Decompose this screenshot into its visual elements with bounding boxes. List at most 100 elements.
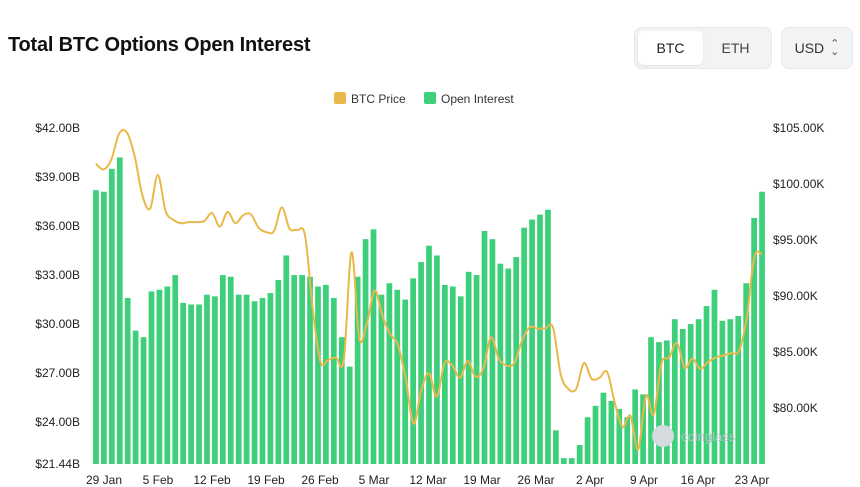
open-interest-bar[interactable] bbox=[553, 430, 559, 464]
right-axis-tick-label: $100.00K bbox=[773, 177, 824, 191]
open-interest-bar[interactable] bbox=[291, 275, 298, 464]
open-interest-bar[interactable] bbox=[330, 297, 337, 464]
asset-btc-button[interactable]: BTC bbox=[638, 31, 703, 65]
open-interest-bar[interactable] bbox=[354, 276, 361, 464]
x-axis-tick-label: 19 Feb bbox=[247, 473, 285, 487]
x-axis-tick-label: 12 Feb bbox=[193, 473, 231, 487]
open-interest-bar[interactable] bbox=[227, 276, 234, 464]
open-interest-bar[interactable] bbox=[434, 255, 440, 464]
legend: BTC Price Open Interest bbox=[334, 92, 514, 106]
open-interest-bar[interactable] bbox=[180, 302, 187, 464]
x-axis-tick-label: 2 Apr bbox=[576, 473, 604, 487]
open-interest-bar[interactable] bbox=[648, 337, 654, 464]
open-interest-bar[interactable] bbox=[608, 400, 615, 464]
open-interest-bar[interactable] bbox=[560, 458, 567, 464]
open-interest-bar[interactable] bbox=[196, 304, 202, 465]
open-interest-bar[interactable] bbox=[108, 168, 115, 465]
open-interest-bar[interactable] bbox=[624, 417, 631, 464]
page-title: Total BTC Options Open Interest bbox=[8, 34, 311, 56]
open-interest-bar[interactable] bbox=[616, 409, 623, 464]
open-interest-bar[interactable] bbox=[235, 294, 242, 464]
legend-label-btc-price[interactable]: BTC Price bbox=[351, 92, 406, 106]
open-interest-bar[interactable] bbox=[338, 337, 345, 464]
x-axis-tick-label: 29 Jan bbox=[86, 473, 122, 487]
open-interest-bar[interactable] bbox=[592, 405, 599, 464]
currency-select[interactable]: USD ⌃ ⌄ bbox=[781, 27, 853, 69]
open-interest-bar[interactable] bbox=[529, 219, 535, 464]
open-interest-bar[interactable] bbox=[751, 217, 757, 464]
open-interest-bar[interactable] bbox=[101, 191, 107, 465]
open-interest-bar[interactable] bbox=[640, 394, 646, 464]
open-interest-bar[interactable] bbox=[743, 283, 750, 464]
open-interest-bar[interactable] bbox=[711, 289, 718, 464]
open-interest-bar[interactable] bbox=[687, 324, 694, 464]
open-interest-bar[interactable] bbox=[251, 301, 258, 464]
open-interest-bar[interactable] bbox=[497, 263, 504, 464]
open-interest-bar[interactable] bbox=[156, 289, 163, 464]
open-interest-bar[interactable] bbox=[735, 315, 742, 464]
open-interest-bar[interactable] bbox=[315, 286, 321, 464]
open-interest-bar[interactable] bbox=[568, 458, 575, 464]
open-interest-bar[interactable] bbox=[457, 296, 464, 464]
open-interest-bar[interactable] bbox=[259, 297, 266, 464]
open-interest-bar[interactable] bbox=[172, 275, 179, 464]
open-interest-bar[interactable] bbox=[679, 329, 686, 464]
open-interest-bar[interactable] bbox=[727, 319, 734, 464]
legend-label-open-interest[interactable]: Open Interest bbox=[441, 92, 514, 106]
open-interest-bar[interactable] bbox=[442, 284, 448, 464]
open-interest-bar[interactable] bbox=[703, 306, 710, 464]
open-interest-bar[interactable] bbox=[164, 286, 171, 464]
open-interest-bar[interactable] bbox=[664, 340, 670, 464]
open-interest-bar[interactable] bbox=[204, 294, 210, 464]
legend-swatch-btc-price[interactable] bbox=[334, 92, 346, 104]
open-interest-bar[interactable] bbox=[410, 278, 416, 464]
open-interest-bar[interactable] bbox=[346, 366, 353, 464]
open-interest-bar[interactable] bbox=[695, 319, 702, 464]
open-interest-bar[interactable] bbox=[576, 445, 583, 464]
open-interest-bar[interactable] bbox=[362, 239, 369, 464]
open-interest-bar[interactable] bbox=[671, 319, 678, 464]
open-interest-bar[interactable] bbox=[632, 389, 639, 464]
open-interest-bar[interactable] bbox=[140, 337, 147, 464]
open-interest-bar[interactable] bbox=[600, 392, 607, 464]
open-interest-bar[interactable] bbox=[481, 230, 488, 464]
left-axis: $21.44B $24.00B $27.00B $30.00B $33.00B $36.0… bbox=[35, 121, 80, 471]
open-interest-bar[interactable] bbox=[148, 291, 155, 464]
open-interest-bar[interactable] bbox=[275, 279, 282, 464]
open-interest-bar[interactable] bbox=[656, 342, 662, 464]
x-axis-tick-label: 26 Mar bbox=[517, 473, 554, 487]
open-interest-bar[interactable] bbox=[307, 276, 313, 464]
open-interest-bar[interactable] bbox=[473, 275, 480, 464]
open-interest-bar[interactable] bbox=[188, 304, 194, 465]
open-interest-bar[interactable] bbox=[537, 214, 543, 464]
open-interest-bar[interactable] bbox=[124, 297, 131, 464]
open-interest-bar[interactable] bbox=[449, 286, 456, 464]
open-interest-bar[interactable] bbox=[378, 294, 385, 464]
open-interest-bar[interactable] bbox=[719, 320, 726, 464]
open-interest-bar[interactable] bbox=[299, 275, 305, 464]
open-interest-bar[interactable] bbox=[489, 239, 496, 464]
open-interest-bar[interactable] bbox=[584, 417, 591, 464]
open-interest-bar[interactable] bbox=[132, 330, 139, 464]
open-interest-bar[interactable] bbox=[116, 157, 123, 465]
open-interest-bar[interactable] bbox=[394, 289, 401, 464]
open-interest-bar[interactable] bbox=[418, 262, 424, 464]
open-interest-bar[interactable] bbox=[370, 229, 377, 464]
open-interest-bar[interactable] bbox=[219, 275, 226, 464]
legend-swatch-open-interest[interactable] bbox=[424, 92, 436, 104]
open-interest-bar[interactable] bbox=[243, 294, 250, 464]
open-interest-bar[interactable] bbox=[386, 283, 393, 464]
open-interest-bar[interactable] bbox=[545, 209, 551, 464]
open-interest-bar[interactable] bbox=[323, 284, 329, 464]
open-interest-bar[interactable] bbox=[283, 255, 290, 464]
open-interest-bar[interactable] bbox=[212, 296, 218, 464]
open-interest-bar[interactable] bbox=[465, 271, 472, 464]
open-interest-bar[interactable] bbox=[521, 227, 528, 464]
open-interest-bar[interactable] bbox=[402, 299, 409, 464]
asset-eth-button[interactable]: ETH bbox=[721, 40, 750, 56]
open-interest-bar[interactable] bbox=[267, 293, 274, 464]
open-interest-bar[interactable] bbox=[759, 191, 765, 465]
open-interest-bar[interactable] bbox=[426, 245, 432, 464]
open-interest-bar[interactable] bbox=[93, 190, 99, 464]
